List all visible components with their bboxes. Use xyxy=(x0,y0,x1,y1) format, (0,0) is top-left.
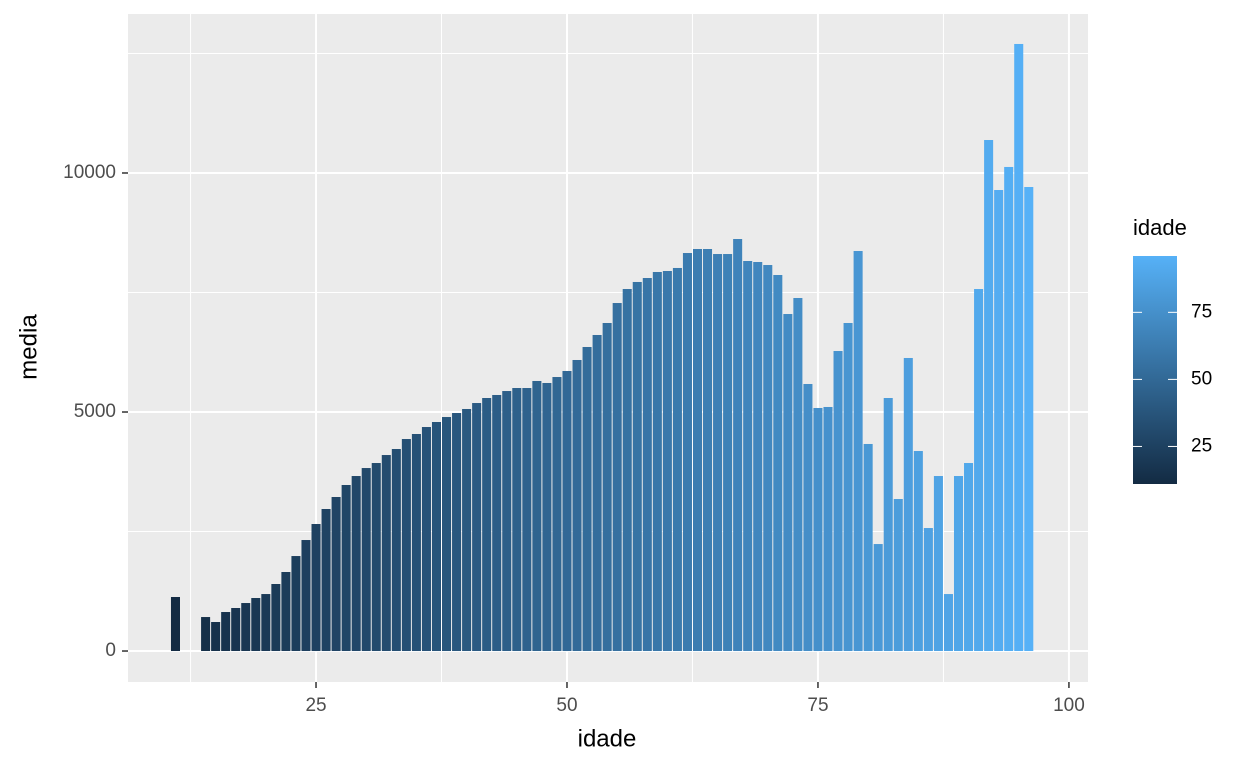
bar xyxy=(241,603,251,652)
legend-title: idade xyxy=(1133,215,1187,240)
bar xyxy=(903,357,913,652)
bar xyxy=(411,433,421,652)
bar xyxy=(532,380,542,652)
bar xyxy=(672,267,682,652)
bar xyxy=(863,443,873,652)
bar xyxy=(582,346,592,652)
bar xyxy=(311,524,321,652)
bar xyxy=(512,388,522,652)
bar xyxy=(341,485,351,652)
bar xyxy=(291,556,301,652)
bar xyxy=(1024,186,1034,652)
bar xyxy=(391,449,401,652)
bar xyxy=(994,190,1004,652)
x-tick-label: 100 xyxy=(1053,695,1085,716)
x-axis-title: idade xyxy=(578,725,637,752)
bar xyxy=(753,262,763,652)
x-tick-label: 25 xyxy=(305,695,326,716)
x-tick-label: 50 xyxy=(556,695,577,716)
bar xyxy=(572,359,582,652)
bar xyxy=(361,468,371,652)
y-axis-title: media xyxy=(15,314,42,380)
bar xyxy=(843,322,853,652)
x-tick-label: 75 xyxy=(807,695,828,716)
bar xyxy=(602,322,612,652)
legend-tick-label: 50 xyxy=(1191,368,1212,389)
bar xyxy=(431,421,442,652)
bar xyxy=(883,398,893,652)
bar xyxy=(281,572,291,652)
bar xyxy=(803,383,813,652)
bar xyxy=(261,594,271,652)
bar xyxy=(442,417,452,652)
bar xyxy=(692,248,703,652)
bar xyxy=(562,370,572,652)
bar xyxy=(923,528,933,652)
bar xyxy=(953,476,964,652)
bar xyxy=(612,303,622,652)
bar xyxy=(592,334,602,652)
bar xyxy=(472,403,482,652)
bar xyxy=(984,140,994,652)
bar xyxy=(853,251,863,652)
bar xyxy=(371,463,381,652)
y-tick-label: 5000 xyxy=(74,401,116,422)
bar xyxy=(462,408,472,652)
bar xyxy=(211,622,221,652)
bar xyxy=(913,451,923,652)
bar xyxy=(1004,166,1014,652)
bar xyxy=(974,289,984,652)
bar xyxy=(763,265,773,652)
bar xyxy=(733,239,743,652)
bar xyxy=(170,597,181,652)
bar xyxy=(452,413,462,652)
bar xyxy=(682,253,692,652)
bar xyxy=(723,254,733,652)
bar xyxy=(271,584,281,652)
bar xyxy=(401,439,411,652)
bar xyxy=(251,598,261,652)
bar xyxy=(622,289,632,652)
bar xyxy=(933,476,943,652)
bar xyxy=(492,394,502,652)
bar xyxy=(1014,43,1024,652)
bar xyxy=(713,254,723,652)
bar xyxy=(893,499,903,652)
y-tick-label: 0 xyxy=(105,640,116,661)
bar xyxy=(381,455,391,652)
bar xyxy=(793,297,803,652)
bar xyxy=(743,260,753,652)
bar xyxy=(502,391,512,652)
bar xyxy=(703,248,713,652)
bar xyxy=(321,509,331,652)
bar xyxy=(652,271,662,652)
bar xyxy=(833,351,843,652)
y-tick-label: 10000 xyxy=(63,162,116,183)
bar xyxy=(813,407,823,652)
bar xyxy=(823,406,833,652)
bar xyxy=(482,398,492,652)
bar xyxy=(552,377,562,652)
colorbar xyxy=(1133,256,1177,484)
bar xyxy=(873,544,883,652)
legend-tick-label: 25 xyxy=(1191,435,1212,456)
bar xyxy=(783,314,793,652)
bar xyxy=(301,540,311,652)
bar xyxy=(221,612,231,652)
bar xyxy=(522,388,532,652)
bar xyxy=(542,382,552,652)
bar xyxy=(351,476,361,652)
bar xyxy=(231,608,241,652)
bar xyxy=(662,270,672,652)
bar xyxy=(421,427,431,652)
bar xyxy=(632,281,642,652)
bar xyxy=(331,497,341,652)
bar xyxy=(964,463,974,652)
bar xyxy=(773,275,783,652)
bar xyxy=(642,278,652,652)
legend-tick-label: 75 xyxy=(1191,301,1212,322)
bar xyxy=(943,594,953,652)
bar xyxy=(201,617,211,652)
